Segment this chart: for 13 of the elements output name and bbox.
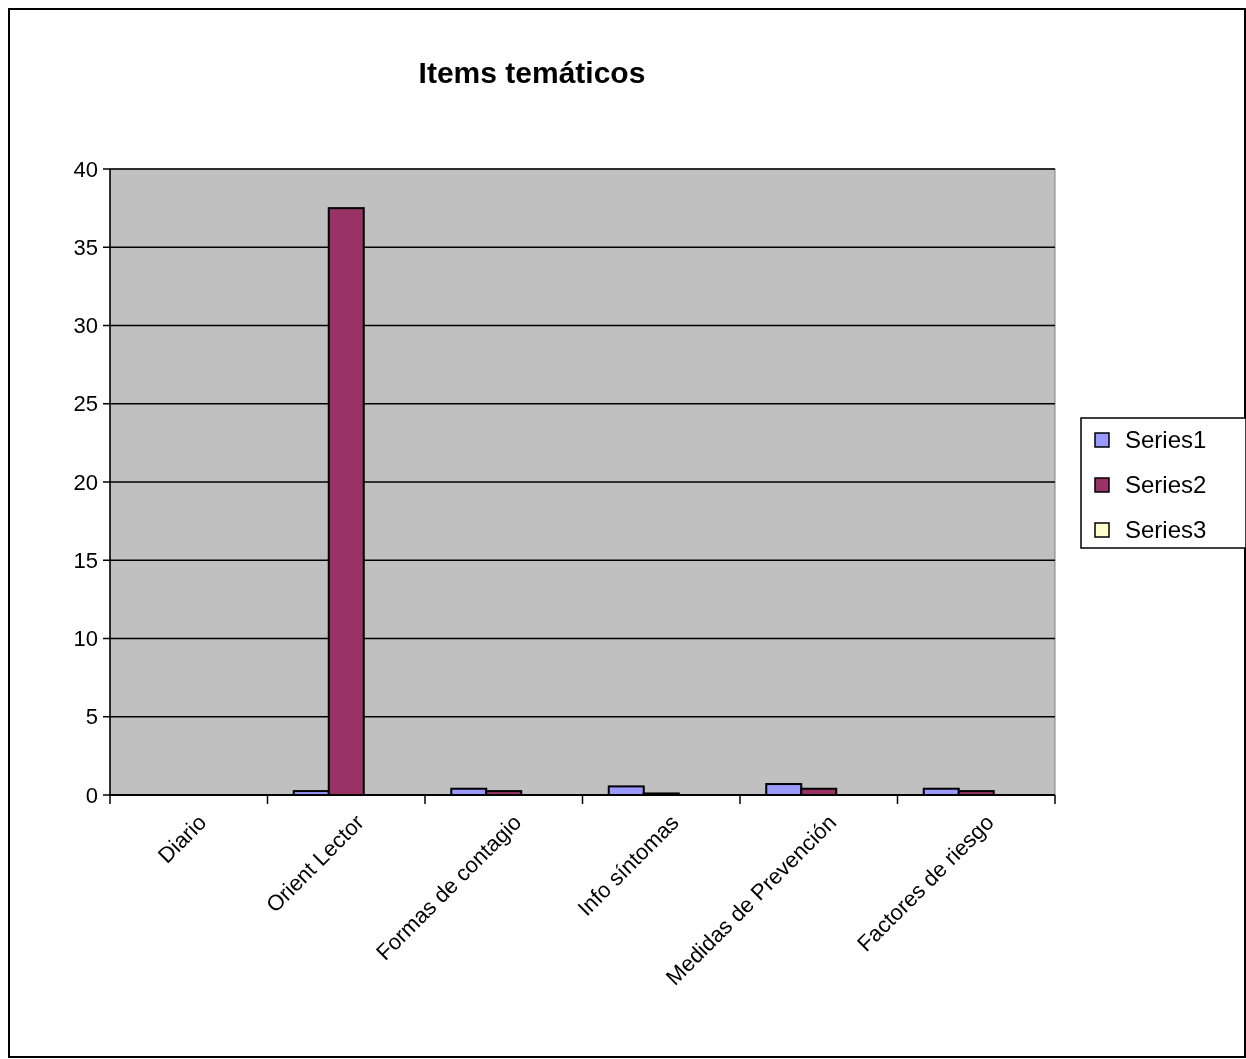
legend-label: Series2 (1125, 471, 1207, 499)
legend-label: Series1 (1125, 426, 1207, 454)
y-tick-label: 15 (73, 547, 98, 573)
y-tick-label: 35 (73, 234, 98, 260)
chart-title: Items temáticos (418, 56, 646, 89)
y-tick-label: 10 (73, 626, 98, 652)
legend-label: Series3 (1125, 516, 1207, 544)
y-tick-label: 5 (85, 704, 98, 730)
y-tick-label: 30 (73, 313, 98, 339)
y-tick-label: 25 (73, 391, 98, 417)
y-tick-label: 0 (85, 782, 98, 808)
y-tick-label: 40 (73, 156, 98, 182)
y-tick-label: 20 (73, 469, 98, 495)
